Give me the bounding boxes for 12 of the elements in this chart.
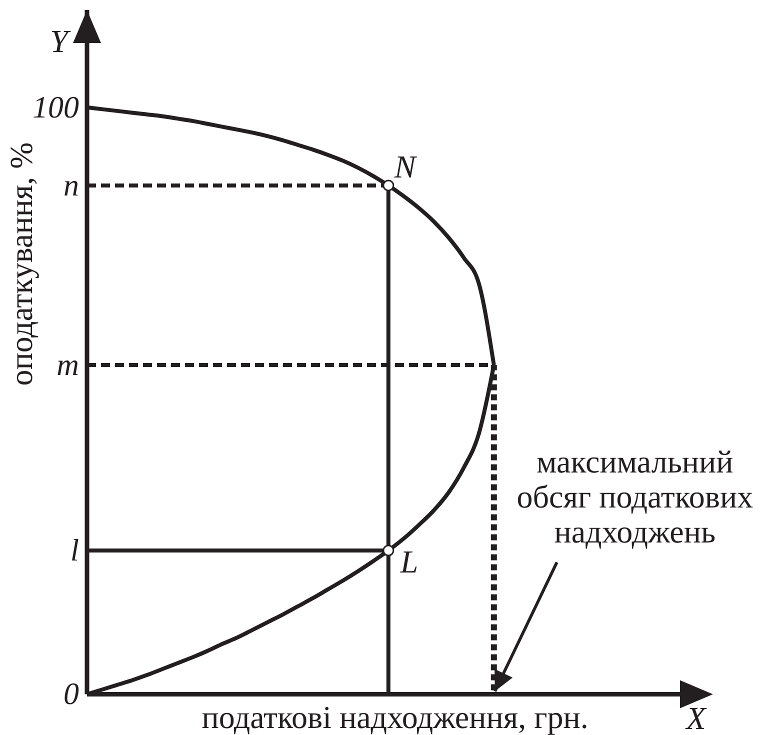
text: максимальний обсяг податкових надходжень — [516, 443, 754, 550]
text: X — [684, 700, 708, 735]
text: Y — [50, 23, 72, 59]
y-tick-label: m — [56, 346, 79, 382]
y-tick-label: l — [70, 532, 79, 568]
y-tick-label: 0 — [64, 676, 80, 712]
series-label: N — [393, 148, 418, 184]
y-axis-title: оподаткування, % — [3, 142, 39, 386]
y-tick-label: n — [64, 167, 79, 202]
y-tick-label: 100 — [32, 89, 80, 124]
x-axis-title: податкові надходження, грн. — [202, 699, 588, 735]
series-label: L — [399, 544, 418, 580]
